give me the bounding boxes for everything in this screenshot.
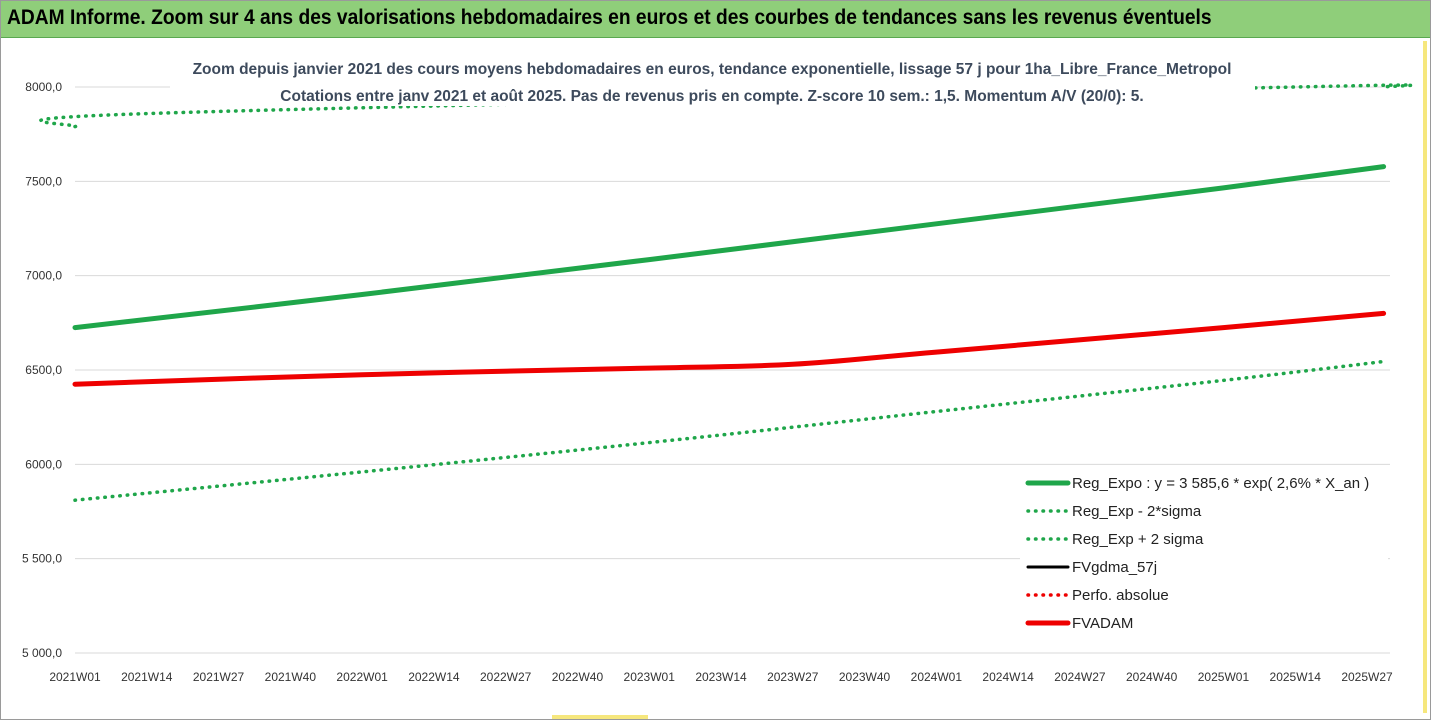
header-bar: ADAM Informe. Zoom sur 4 ans des valoris…: [1, 1, 1430, 38]
y-tick-label: 5 000,0: [22, 646, 62, 660]
x-tick-label: 2021W14: [121, 670, 173, 684]
x-tick-label: 2024W14: [982, 670, 1034, 684]
x-tick-label: 2025W01: [1198, 670, 1250, 684]
x-axis-ticks: 2021W01 2021W14 2021W27 2021W40 2022W01 2022W…: [49, 670, 1393, 684]
y-tick-label: 8000,0: [25, 80, 62, 94]
bottom-accent-strip: [552, 715, 648, 719]
y-axis-ticks: 5 000,0 5 500,0 6000,0 6500,0 7000,0 7500,0 80…: [22, 80, 62, 660]
legend-label: Perfo. absolue: [1072, 587, 1169, 604]
x-tick-label: 2022W27: [480, 670, 532, 684]
title-background: [170, 52, 1255, 106]
x-tick-label: 2023W27: [767, 670, 819, 684]
series-layer: [38, 83, 1414, 502]
legend-background: [1020, 467, 1388, 637]
y-tick-label: 5 500,0: [22, 552, 62, 566]
y-tick-label: 7000,0: [25, 269, 62, 283]
x-tick-label: 2022W01: [336, 670, 388, 684]
x-tick-label: 2021W40: [265, 670, 317, 684]
x-tick-label: 2024W40: [1126, 670, 1178, 684]
series-line-5: [72, 310, 1387, 387]
legend-label: FVADAM: [1072, 615, 1133, 632]
legend: Reg_Expo : y = 3 585,6 * exp( 2,6% * X_a…: [1020, 467, 1388, 637]
legend-label: Reg_Exp - 2*sigma: [1072, 503, 1202, 520]
x-tick-label: 2022W14: [408, 670, 460, 684]
x-tick-label: 2022W40: [552, 670, 604, 684]
x-tick-label: 2021W01: [49, 670, 101, 684]
right-accent-strip: [1423, 41, 1427, 713]
x-tick-label: 2025W14: [1270, 670, 1322, 684]
page-title: ADAM Informe. Zoom sur 4 ans des valoris…: [7, 6, 1212, 29]
legend-label: Reg_Expo : y = 3 585,6 * exp( 2,6% * X_a…: [1072, 475, 1369, 492]
y-tick-label: 7500,0: [25, 174, 62, 188]
x-tick-label: 2023W40: [839, 670, 891, 684]
chart-title-line2: Cotations entre janv 2021 et août 2025. …: [280, 88, 1143, 105]
legend-label: FVgdma_57j: [1072, 559, 1157, 576]
x-tick-label: 2024W27: [1054, 670, 1106, 684]
x-tick-label: 2024W01: [911, 670, 963, 684]
legend-label: Reg_Exp + 2 sigma: [1072, 531, 1204, 548]
x-tick-label: 2025W27: [1341, 670, 1393, 684]
x-tick-label: 2021W27: [193, 670, 245, 684]
y-tick-label: 6500,0: [25, 363, 62, 377]
x-tick-label: 2023W14: [695, 670, 747, 684]
y-tick-label: 6000,0: [25, 457, 62, 471]
series-line-0: [72, 164, 1387, 331]
series-line-1: [73, 359, 1386, 502]
x-tick-label: 2023W01: [624, 670, 676, 684]
chart-title-line1: Zoom depuis janvier 2021 des cours moyen…: [193, 61, 1232, 78]
